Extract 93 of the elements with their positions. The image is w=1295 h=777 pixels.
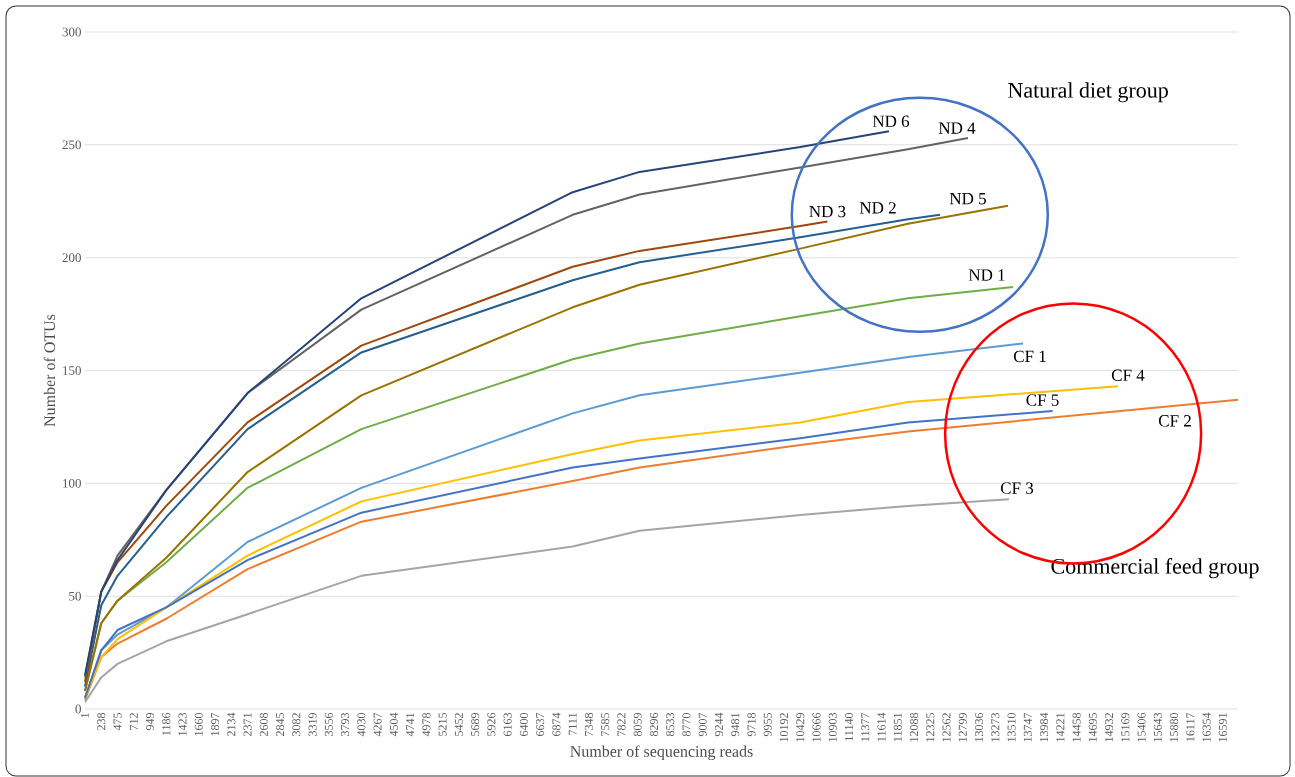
series-label: ND 5 [949, 193, 986, 205]
x-tick-label: 4030 [357, 713, 366, 737]
series-label: CF 5 [1026, 394, 1059, 406]
x-tick-label: 1423 [178, 713, 187, 736]
series-label: CF 3 [1000, 482, 1034, 494]
x-tick-label: 9244 [714, 712, 723, 737]
x-tick-label: 475 [113, 713, 122, 731]
x-tick-label: 3082 [292, 713, 301, 736]
x-tick-label: 14458 [1072, 713, 1081, 742]
x-tick-label: 9718 [747, 713, 756, 737]
x-tick-label: 10666 [812, 712, 821, 742]
x-tick-label: 3793 [341, 713, 350, 736]
y-tick-label: 300 [62, 27, 81, 37]
x-tick-label: 11851 [893, 713, 902, 742]
x-tick-label: 5689 [471, 713, 480, 736]
x-tick-label: 9481 [731, 713, 740, 737]
x-tick-label: 14932 [1105, 713, 1114, 742]
x-tick-label: 1897 [210, 712, 220, 736]
series-label: CF 4 [1111, 369, 1145, 382]
x-tick-label: 12799 [958, 713, 967, 742]
x-tick-label: 12562 [942, 713, 951, 742]
x-tick-label: 13273 [991, 713, 1000, 742]
x-tick-label: 5452 [454, 713, 463, 736]
x-tick-label: 13036 [974, 712, 984, 742]
y-tick-label: 150 [63, 366, 81, 375]
x-tick-label: 7348 [584, 713, 593, 736]
x-tick-label: 2134 [227, 712, 236, 736]
y-tick-label: 200 [62, 253, 81, 263]
x-tick-label: 1186 [162, 712, 171, 736]
x-tick-label: 6874 [552, 712, 561, 737]
x-tick-label: 5926 [487, 712, 496, 736]
y-tick-label: 100 [63, 478, 81, 488]
x-tick-label: 238 [97, 713, 106, 730]
x-tick-label: 4741 [406, 713, 415, 737]
annotation: Commercial feed group [1051, 558, 1259, 579]
x-tick-label: 1 [81, 713, 89, 718]
x-tick-label: 10429 [796, 713, 805, 742]
x-tick-label: 15169 [1121, 713, 1130, 742]
series-label: ND 6 [872, 115, 910, 128]
x-tick-label: 4504 [389, 712, 398, 737]
x-tick-label: 13510 [1007, 713, 1016, 742]
x-tick-label: 712 [129, 713, 138, 730]
series-label: ND 4 [938, 122, 976, 134]
x-tick-label: 4267 [373, 712, 382, 737]
x-tick-label: 11377 [861, 712, 870, 742]
x-tick-label: 7585 [601, 713, 610, 736]
series-label: ND 2 [859, 202, 896, 214]
series-label: ND 3 [809, 205, 846, 218]
series-label: CF 2 [1158, 415, 1191, 427]
x-tick-label: 2845 [276, 713, 285, 736]
x-tick-label: 8533 [666, 713, 675, 737]
x-tick-label: 2608 [259, 713, 268, 736]
x-tick-label: 4978 [422, 713, 431, 737]
x-tick-label: 9955 [763, 713, 772, 737]
x-tick-label: 3319 [308, 713, 317, 736]
x-tick-label: 7111 [568, 713, 577, 735]
x-tick-label: 10903 [828, 713, 837, 742]
x-tick-label: 11140 [844, 712, 854, 741]
series-label: ND 1 [968, 269, 1005, 281]
y-tick-label: 0 [75, 704, 81, 714]
x-tick-label: 15406 [1137, 712, 1146, 742]
annotation: Natural diet group [1008, 82, 1168, 103]
x-tick-label: 15880 [1170, 713, 1179, 742]
y-axis-title: Number of OTUs [43, 314, 56, 427]
x-tick-label: 6637 [536, 712, 545, 737]
x-tick-label: 13984 [1040, 712, 1049, 742]
x-tick-label: 15643 [1153, 713, 1162, 742]
y-tick-label: 250 [62, 140, 81, 150]
x-tick-label: 7822 [617, 713, 626, 736]
x-tick-label: 10192 [779, 713, 789, 742]
x-tick-label: 11614 [877, 712, 886, 742]
x-tick-label: 1660 [194, 713, 203, 736]
x-tick-label: 14695 [1088, 713, 1097, 742]
x-tick-label: 14221 [1056, 713, 1065, 742]
x-tick-label: 949 [145, 713, 155, 731]
x-tick-label: 8059 [633, 713, 642, 737]
x-tick-label: 12325 [926, 713, 935, 742]
x-tick-label: 6163 [503, 713, 512, 737]
x-axis-title: Number of sequencing reads [570, 745, 753, 761]
x-tick-label: 3556 [324, 712, 333, 736]
x-tick-label: 6400 [519, 713, 528, 737]
y-tick-label: 50 [69, 591, 81, 601]
x-tick-label: 9007 [698, 712, 707, 737]
x-tick-label: 8296 [649, 712, 658, 737]
x-tick-label: 5215 [438, 713, 447, 736]
x-tick-label: 16354 [1202, 712, 1211, 742]
series-label: CF 1 [1013, 350, 1046, 363]
x-tick-label: 2371 [243, 713, 252, 736]
x-tick-label: 16591 [1218, 713, 1227, 742]
x-tick-label: 16117 [1186, 712, 1195, 742]
x-tick-label: 12088 [909, 713, 919, 742]
x-tick-label: 8770 [682, 713, 691, 737]
x-tick-label: 13747 [1023, 712, 1032, 742]
